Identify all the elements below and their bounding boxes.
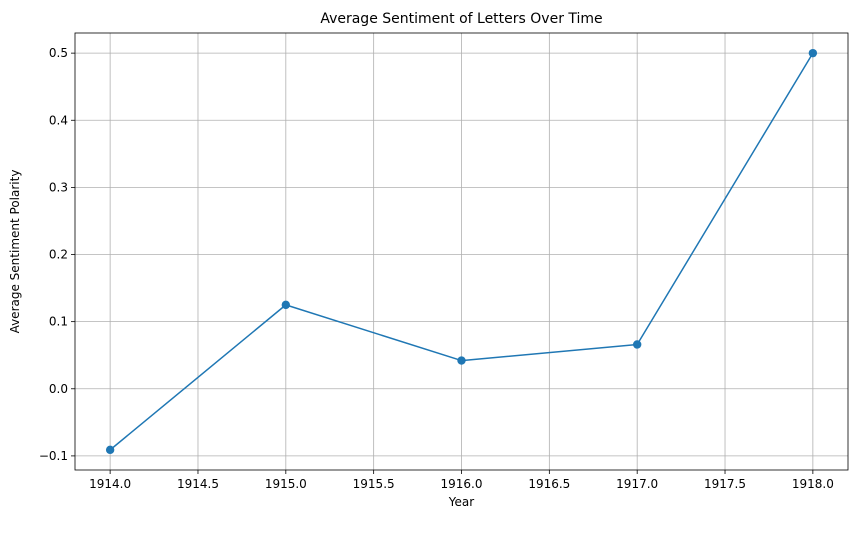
y-tick-label: 0.5 bbox=[49, 46, 68, 60]
x-tick-label: 1917.5 bbox=[704, 477, 746, 491]
x-axis-label: Year bbox=[448, 495, 474, 509]
x-tick-label: 1914.0 bbox=[89, 477, 131, 491]
grid bbox=[75, 33, 848, 470]
y-tick-label: 0.3 bbox=[49, 180, 68, 194]
x-tick-label: 1916.5 bbox=[528, 477, 570, 491]
data-point bbox=[281, 300, 291, 310]
x-tick-label: 1918.0 bbox=[792, 477, 834, 491]
y-tick-label: 0.2 bbox=[49, 248, 68, 262]
x-tick-label: 1917.0 bbox=[616, 477, 658, 491]
data-point bbox=[105, 445, 115, 455]
chart-title: Average Sentiment of Letters Over Time bbox=[320, 11, 602, 27]
x-tick-label: 1915.5 bbox=[353, 477, 395, 491]
y-tick-label: 0.0 bbox=[49, 382, 68, 396]
x-tick-label: 1916.0 bbox=[441, 477, 483, 491]
data-point bbox=[457, 356, 466, 365]
y-tick-label: 0.4 bbox=[49, 113, 68, 127]
y-axis-label: Average Sentiment Polarity bbox=[8, 170, 22, 334]
data-point bbox=[632, 340, 642, 349]
x-tick-label: 1915.0 bbox=[265, 477, 307, 491]
y-axis-ticks: −0.1 0.0 0.1 0.2 0.3 0.4 0.5 bbox=[39, 46, 75, 463]
y-tick-label: −0.1 bbox=[39, 449, 68, 463]
x-axis-ticks: 1914.0 1914.5 1915.0 1915.5 1916.0 1916.5 1917… bbox=[89, 470, 834, 491]
data-point bbox=[808, 48, 818, 58]
x-tick-label: 1914.5 bbox=[177, 477, 219, 491]
y-tick-label: 0.1 bbox=[49, 315, 68, 329]
series bbox=[105, 48, 818, 455]
